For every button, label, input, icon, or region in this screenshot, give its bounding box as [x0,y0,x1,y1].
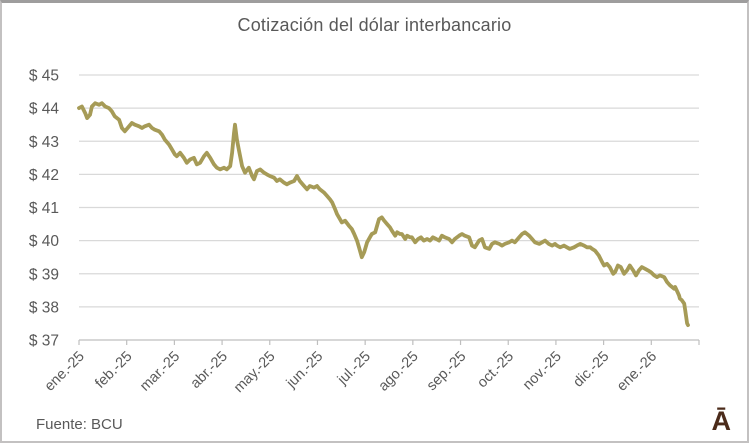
y-axis-label: $ 39 [29,266,59,283]
y-axis-label: $ 40 [29,233,60,250]
y-axis-label: $ 41 [29,200,59,217]
x-axis-label: may.-25 [231,349,279,397]
y-axis-label: $ 45 [29,68,59,85]
x-axis-label: abr.-25 [188,349,231,392]
chart-title: Cotización del dólar interbancario [237,15,512,35]
y-axis-label: $ 44 [29,101,60,118]
x-axis-label: dic.-25 [570,349,612,391]
y-axis-label: $ 42 [29,167,59,184]
x-axis-label: ene.-26 [614,349,660,395]
x-axis-label: jul.-25 [334,349,374,389]
chart-svg: $ 45$ 44$ 43$ 42$ 41$ 40$ 39$ 38$ 37ene.… [29,68,700,397]
x-axis-label: jun.-25 [283,349,326,392]
x-axis-label: ago.-25 [376,349,422,395]
x-axis-label: mar.-25 [137,349,183,395]
x-axis-label: sep.-25 [424,349,470,395]
x-axis-label: ene.-25 [42,349,88,395]
x-axis-label: nov.-25 [520,349,565,394]
brand-logo-icon: Ā [711,406,732,436]
x-axis-label: feb.-25 [92,349,135,392]
source-note: Fuente: BCU [36,416,123,433]
y-axis-label: $ 37 [29,333,59,350]
y-axis-label: $ 38 [29,299,59,316]
y-axis-label: $ 43 [29,134,59,151]
x-axis-label: oct.-25 [474,349,517,392]
price-line [77,101,690,328]
